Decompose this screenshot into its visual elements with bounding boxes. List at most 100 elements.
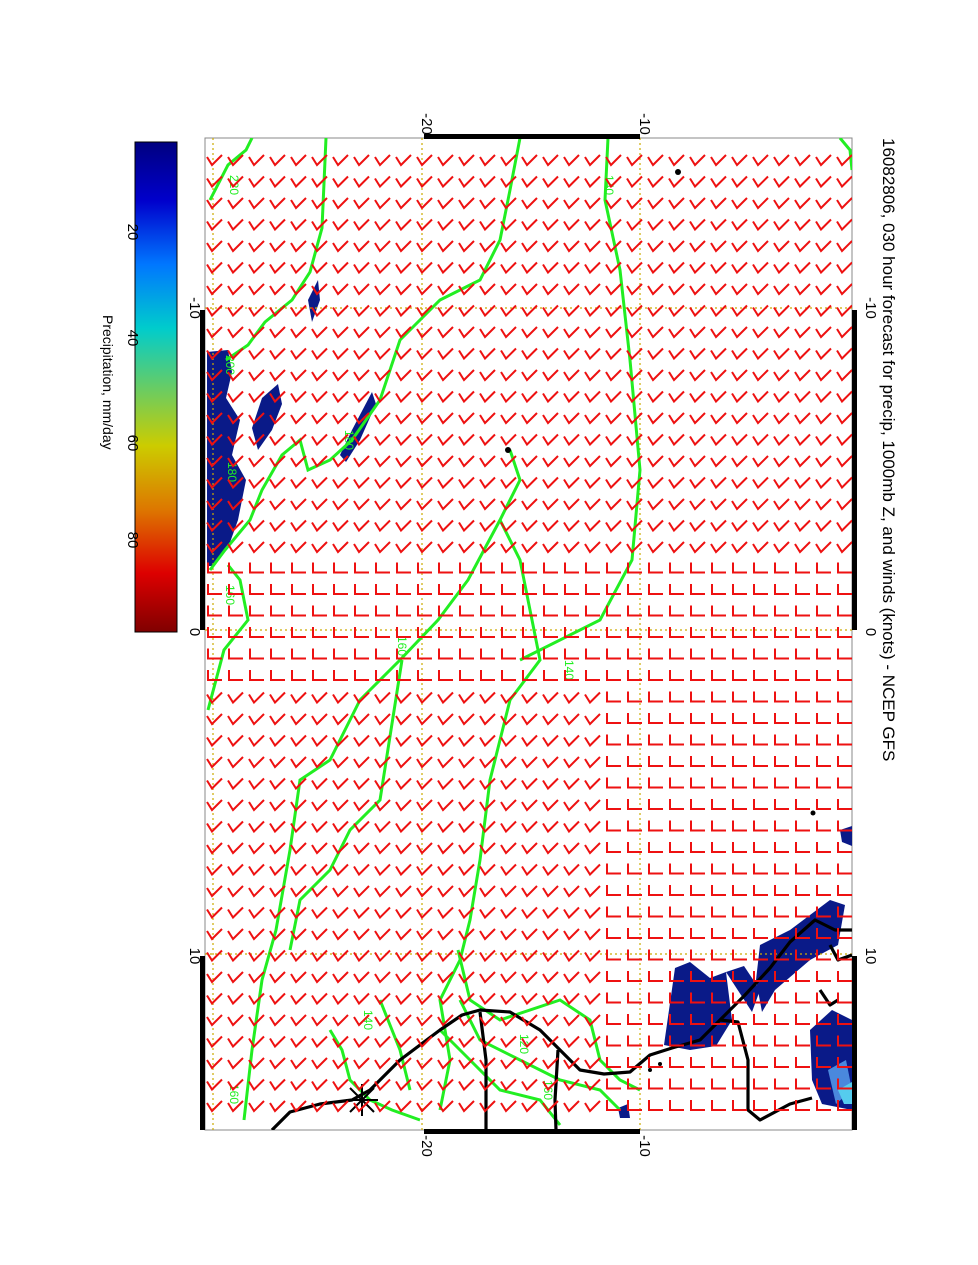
wind-barb: [606, 605, 621, 617]
wind-barb: [501, 648, 516, 660]
wind-barb: [332, 863, 349, 877]
wind-barb: [248, 971, 265, 984]
wind-barb: [521, 799, 538, 812]
wind-barb: [752, 304, 769, 318]
wind-barb: [290, 347, 307, 361]
wind-barb: [269, 799, 286, 812]
wind-barb: [290, 1014, 307, 1027]
wind-barb: [816, 777, 831, 789]
wind-barb: [269, 519, 286, 533]
wind-barb: [374, 842, 391, 855]
wind-barb: [248, 885, 265, 898]
wind-barb: [690, 756, 705, 767]
wind-barb: [584, 412, 601, 425]
wind-barb: [458, 347, 475, 361]
wind-barb: [521, 197, 538, 210]
wind-barb: [626, 261, 643, 275]
wind-barb: [374, 949, 391, 963]
wind-barb: [354, 562, 369, 574]
wind-barb: [459, 562, 474, 574]
wind-barb: [773, 519, 790, 533]
wind-barb: [332, 347, 349, 361]
wind-barb: [774, 928, 789, 939]
wind-barb: [648, 605, 663, 617]
wind-barb: [227, 1057, 244, 1070]
wind-barb: [563, 1100, 580, 1113]
wind-barb: [774, 1100, 789, 1111]
wind-barb: [479, 261, 496, 275]
wind-barb: [374, 218, 391, 232]
wind-barb: [584, 1100, 601, 1113]
wind-barb: [206, 1078, 223, 1092]
wind-barb: [269, 992, 286, 1006]
wind-barb: [227, 347, 244, 361]
wind-barb: [269, 1035, 286, 1049]
wind-barb: [626, 218, 643, 232]
wind-barb: [332, 197, 349, 210]
wind-barb: [837, 799, 852, 810]
wind-barb: [564, 562, 579, 574]
wind-barb: [227, 756, 244, 769]
wind-barb: [395, 1035, 412, 1049]
wind-barb: [731, 412, 748, 425]
wind-barb: [732, 971, 747, 982]
wind-barb: [648, 863, 663, 875]
wind-barb: [479, 519, 496, 533]
wind-barb: [753, 605, 768, 617]
wind-barb: [290, 433, 307, 447]
wind-barb: [479, 691, 496, 705]
wind-barb: [353, 799, 370, 812]
wind-barb: [437, 369, 454, 382]
wind-barb: [690, 777, 705, 789]
wind-barb: [542, 240, 559, 253]
wind-barb: [752, 519, 769, 533]
wind-barb: [332, 928, 349, 941]
wind-barb: [542, 175, 559, 189]
wind-barb: [753, 863, 768, 875]
wind-barb: [437, 1100, 454, 1113]
wind-barb: [710, 197, 727, 210]
wind-barb: [542, 283, 559, 296]
wind-barb: [353, 541, 370, 554]
wind-barb: [584, 799, 601, 812]
wind-barb: [585, 605, 600, 617]
wind-barb: [227, 971, 244, 984]
wind-barb: [542, 928, 559, 941]
wind-barb: [206, 347, 223, 361]
wind-barb: [374, 820, 391, 834]
wind-barb: [395, 863, 412, 877]
wind-barb: [416, 756, 433, 769]
wind-barb: [290, 175, 307, 189]
wind-barb: [416, 498, 433, 511]
wind-barb: [521, 283, 538, 296]
wind-barb: [815, 347, 832, 361]
wind-barb: [248, 863, 265, 877]
wind-barb: [627, 949, 642, 961]
wind-barb: [563, 476, 580, 490]
wind-barb: [605, 283, 622, 296]
wind-barb: [269, 433, 286, 447]
wind-barb: [836, 455, 852, 468]
wind-barb: [648, 992, 663, 1004]
wind-barb: [416, 820, 433, 834]
wind-barb: [269, 928, 286, 941]
wind-barb: [227, 218, 244, 232]
wind-barb: [521, 928, 538, 941]
wind-barb: [374, 734, 391, 748]
wind-barb: [311, 347, 328, 361]
wind-barb: [542, 777, 559, 791]
wind-barb: [290, 304, 307, 318]
wind-barb: [606, 949, 621, 961]
wind-barb: [353, 1014, 370, 1027]
wind-barb: [627, 627, 642, 638]
wind-barb: [605, 240, 622, 253]
wind-barb: [311, 541, 328, 554]
wind-barb: [816, 928, 831, 939]
wind-barb: [753, 971, 768, 982]
wind-barb: [732, 949, 747, 961]
wind-barb: [269, 240, 286, 253]
wind-barb: [711, 670, 726, 681]
wind-barb: [606, 1078, 621, 1090]
wind-barb: [795, 605, 810, 617]
wind-barb: [269, 971, 286, 984]
